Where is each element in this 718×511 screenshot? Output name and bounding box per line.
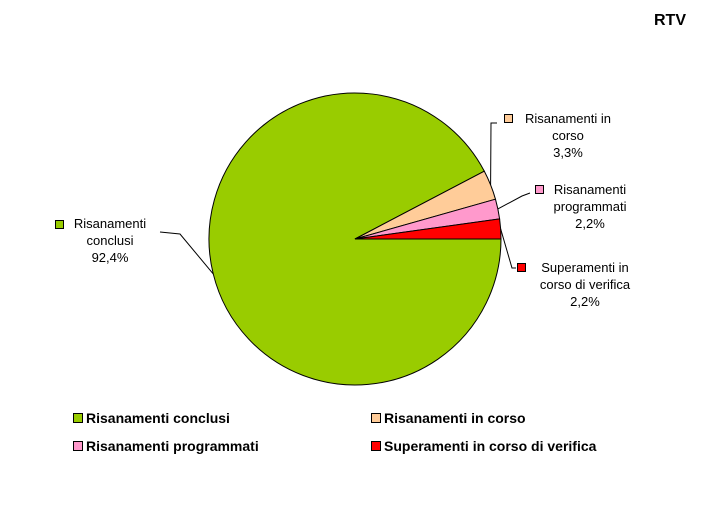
data-label-category: Risanamenti programmati xyxy=(553,182,627,214)
data-label-key xyxy=(517,263,526,272)
legend-item: Risanamenti conclusi xyxy=(73,410,230,426)
data-label-value: 2,2% xyxy=(570,294,600,309)
data-label: Risanamenti programmati 2,2% xyxy=(544,181,636,232)
leader-line xyxy=(159,231,214,275)
legend-label: Risanamenti in corso xyxy=(384,410,526,426)
legend-swatch xyxy=(73,441,83,451)
leader-line xyxy=(500,228,516,269)
legend-label: Risanamenti programmati xyxy=(86,438,259,454)
legend-swatch xyxy=(371,441,381,451)
legend-label: Superamenti in corso di verifica xyxy=(384,438,597,454)
data-label-key xyxy=(535,185,544,194)
data-label-key xyxy=(504,114,513,123)
legend-item: Risanamenti programmati xyxy=(73,438,259,454)
data-label-value: 2,2% xyxy=(575,216,605,231)
legend-label: Risanamenti conclusi xyxy=(86,410,230,426)
legend-item: Risanamenti in corso xyxy=(371,410,526,426)
data-label-category: Risanamenti conclusi xyxy=(73,216,147,248)
data-label-value: 3,3% xyxy=(553,145,583,160)
chart-title: RTV xyxy=(654,12,686,29)
legend-item: Superamenti in corso di verifica xyxy=(371,438,596,454)
leader-line xyxy=(490,122,497,185)
data-label: Risanamenti conclusi 92,4% xyxy=(60,215,160,266)
legend-swatch xyxy=(371,413,381,423)
data-label-category: Superamenti in corso di verifica xyxy=(539,260,631,292)
data-label: Superamenti in corso di verifica 2,2% xyxy=(527,259,643,310)
data-label-value: 92,4% xyxy=(91,250,129,265)
data-label-category: Risanamenti in corso xyxy=(525,111,611,143)
data-label-key xyxy=(55,220,64,229)
legend-swatch xyxy=(73,413,83,423)
leader-line xyxy=(497,192,531,210)
data-label: Risanamenti in corso 3,3% xyxy=(512,110,624,161)
